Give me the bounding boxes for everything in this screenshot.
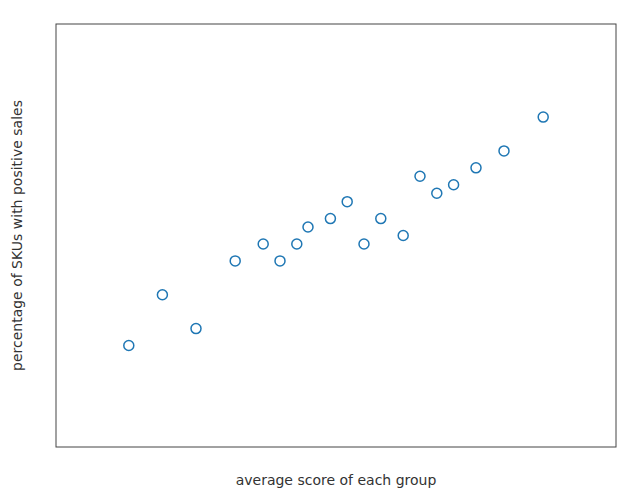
plot-frame [56,24,616,447]
point [415,171,425,181]
point [398,231,408,241]
point [258,239,268,249]
point [449,180,459,190]
point [191,324,201,334]
point [275,256,285,266]
point [342,197,352,207]
point [376,214,386,224]
point [359,239,369,249]
point [432,188,442,198]
point [292,239,302,249]
point [157,290,167,300]
point [303,222,313,232]
points [124,112,548,350]
point [124,340,134,350]
point [499,146,509,156]
point [471,163,481,173]
point [325,214,335,224]
point [230,256,240,266]
x-axis-label: average score of each group [236,472,437,488]
point [538,112,548,122]
chart: average score of each group percentage of… [0,0,640,503]
y-axis-label: percentage of SKUs with positive sales [9,100,25,371]
